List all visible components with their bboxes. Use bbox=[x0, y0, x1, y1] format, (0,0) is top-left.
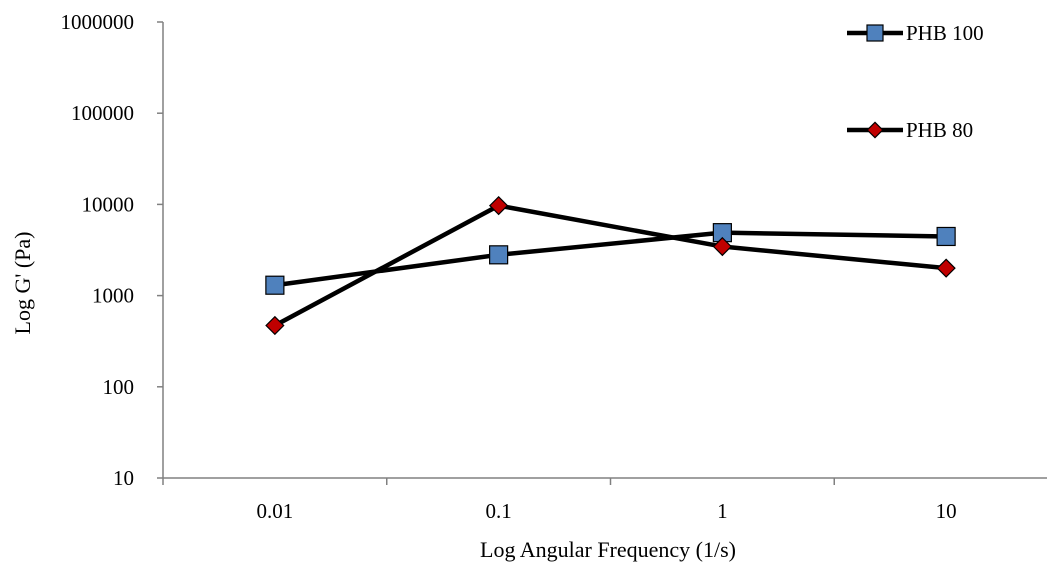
series-line bbox=[274, 230, 947, 288]
x-ticks: 0.01 0.1 1 10 bbox=[162, 478, 957, 523]
data-point-diamond bbox=[712, 236, 733, 257]
data-point-diamond bbox=[488, 195, 509, 216]
y-ticks: 10 100 1000 10000 100000 1000000 bbox=[61, 10, 163, 490]
y-tick-label: 1000 bbox=[92, 284, 134, 308]
legend-label: PHB 100 bbox=[906, 21, 984, 45]
data-point-diamond bbox=[936, 258, 956, 278]
x-tick-label: 1 bbox=[717, 499, 728, 523]
x-tick-label: 0.01 bbox=[257, 499, 294, 523]
data-point-square bbox=[866, 24, 884, 42]
y-tick-label: 100000 bbox=[71, 101, 134, 125]
x-axis-title: Log Angular Frequency (1/s) bbox=[480, 537, 736, 562]
data-point-diamond bbox=[866, 121, 884, 139]
y-tick-label: 1000000 bbox=[61, 10, 135, 34]
legend-label: PHB 80 bbox=[906, 118, 973, 142]
data-point-square bbox=[489, 245, 509, 265]
data-point-square bbox=[936, 226, 956, 247]
legend-item: PHB 80 bbox=[847, 118, 973, 142]
axes bbox=[162, 22, 1047, 479]
x-tick-label: 10 bbox=[936, 499, 957, 523]
legend-item: PHB 100 bbox=[847, 21, 984, 45]
y-axis-title: Log G' (Pa) bbox=[10, 232, 35, 335]
x-tick-label: 0.1 bbox=[486, 499, 512, 523]
series-line bbox=[273, 203, 947, 328]
series-layer bbox=[265, 195, 956, 336]
legend: PHB 100 PHB 80 bbox=[847, 21, 984, 142]
y-tick-label: 10000 bbox=[82, 192, 135, 216]
data-point-diamond bbox=[265, 315, 285, 336]
y-tick-label: 10 bbox=[113, 466, 134, 490]
series-phb-100 bbox=[265, 223, 956, 295]
series-phb-80 bbox=[265, 195, 956, 336]
y-tick-label: 100 bbox=[103, 375, 135, 399]
data-point-square bbox=[265, 275, 285, 295]
